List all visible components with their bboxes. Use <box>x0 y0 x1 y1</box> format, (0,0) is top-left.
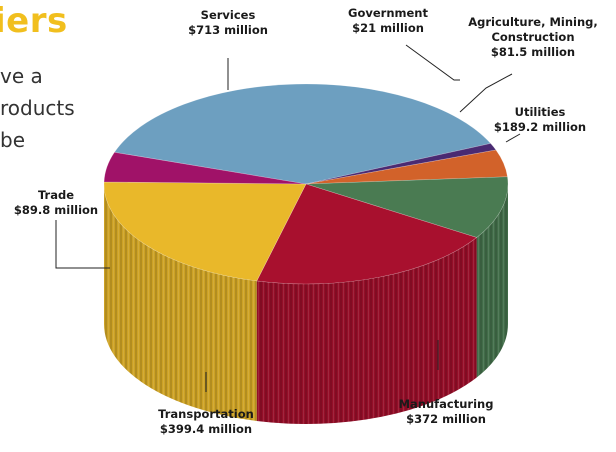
slice-side-texture-manufacturing <box>256 237 477 424</box>
slice-label-trade: Trade $89.8 million <box>14 188 98 217</box>
slice-side-texture-utilities <box>476 184 508 378</box>
slice-label-manufacturing: Manufacturing $372 million <box>399 397 494 426</box>
slice-label-government: Government $21 million <box>348 6 428 35</box>
slice-top-manufacturing <box>256 183 478 285</box>
leader-line-4 <box>505 133 521 143</box>
slice-side-texture-transportation <box>104 184 257 421</box>
slice-top-services <box>113 83 492 185</box>
slice-label-transportation: Transportation $399.4 million <box>158 407 254 436</box>
pie-tops <box>103 83 509 285</box>
section-heading: iers <box>0 1 68 41</box>
body-text-line-2: roducts <box>0 96 75 120</box>
slice-top-trade <box>103 151 307 185</box>
leader-line-3 <box>459 73 513 113</box>
pie-sides <box>104 184 508 424</box>
slice-labels: Services $713 million Government $21 millio… <box>14 6 598 436</box>
slice-top-government <box>305 143 497 185</box>
slice-label-utilities: Utilities $189.2 million <box>494 105 586 134</box>
slice-top-utilities <box>305 176 509 238</box>
slice-top-agriculture-mining-construction <box>305 149 508 185</box>
leader-lines <box>55 44 521 392</box>
leader-line-2 <box>405 44 460 81</box>
slice-top-transportation <box>103 181 307 282</box>
leader-line-7 <box>55 220 110 269</box>
slice-label-services: Services $713 million <box>188 8 268 37</box>
body-text-line-1: ve a <box>0 64 43 88</box>
slice-label-agriculture-mining-construction: Agriculture, Mining, Construction $81.5 mi… <box>468 15 598 59</box>
body-text-line-3: be <box>0 128 25 152</box>
